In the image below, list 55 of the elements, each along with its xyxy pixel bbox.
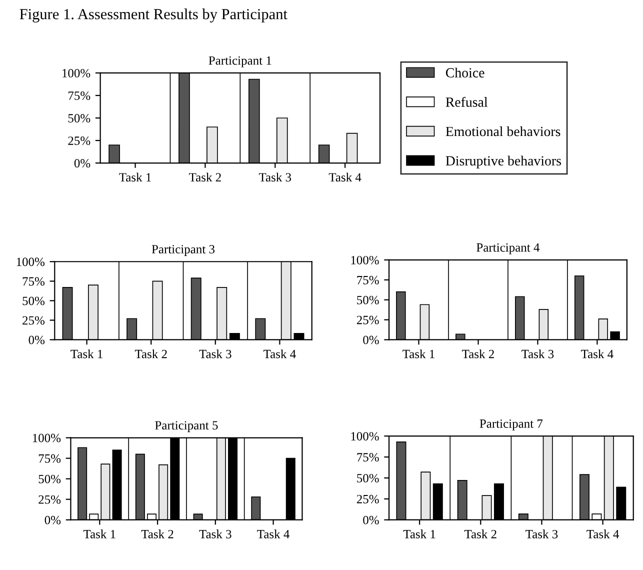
x-tick-label: Task 1: [119, 172, 151, 182]
y-tick-label: 100%: [32, 434, 61, 442]
y-tick-label: 50%: [22, 296, 45, 306]
y-tick-label: 0%: [363, 336, 379, 344]
x-tick-label: Task 3: [258, 172, 292, 182]
y-tick-label: 25%: [356, 316, 379, 324]
y-tick-label: 100%: [351, 432, 379, 441]
x-tick-label: Task 1: [83, 530, 116, 538]
y-tick-label: 25%: [356, 494, 379, 504]
y-tick-label: 75%: [22, 277, 45, 286]
y-tick-label: 50%: [357, 474, 379, 482]
y-tick-label: 75%: [38, 454, 61, 463]
x-tick-label: Task 4: [257, 530, 290, 538]
y-tick-label: 100%: [351, 256, 379, 264]
chart-title: Participant 4: [476, 243, 540, 254]
y-tick-label: 75%: [357, 453, 379, 462]
x-tick-label: Task 3: [199, 349, 232, 358]
chart-title: Participant 3: [152, 245, 215, 256]
y-tick-label: 75%: [357, 276, 379, 284]
y-tick-label: 75%: [68, 92, 90, 100]
x-tick-label: Task 4: [586, 530, 620, 538]
legend-label: Emotional behaviors: [446, 126, 560, 136]
chart-title: Participant 5: [155, 421, 218, 432]
x-tick-label: Task 4: [264, 349, 296, 358]
x-tick-label: Task 4: [328, 172, 362, 182]
x-tick-label: Task 1: [403, 530, 436, 538]
x-tick-label: Task 2: [189, 172, 221, 182]
legend-label: Choice: [446, 68, 484, 78]
y-tick-label: 50%: [38, 474, 61, 484]
y-tick-label: 25%: [22, 316, 45, 325]
y-tick-label: 100%: [62, 68, 90, 78]
x-tick-label: Task 3: [522, 349, 554, 358]
x-tick-label: Task 1: [402, 349, 434, 358]
y-tick-label: 0%: [363, 516, 379, 524]
y-tick-label: 50%: [68, 114, 90, 122]
x-tick-label: Task 4: [581, 349, 614, 358]
x-tick-label: Task 3: [199, 530, 232, 538]
caption: Figure 1. Assessment Results by Participant: [20, 8, 288, 22]
x-tick-label: Task 2: [464, 530, 496, 538]
y-tick-label: 0%: [44, 516, 61, 524]
x-tick-label: Task 1: [70, 349, 102, 358]
x-tick-label: Task 2: [134, 349, 167, 358]
x-tick-label: Task 3: [526, 530, 558, 538]
chart-title: Participant 1: [208, 56, 272, 68]
y-tick-label: 0%: [74, 159, 90, 168]
y-tick-label: 25%: [38, 495, 61, 504]
legend-label: Disruptive behaviors: [446, 156, 561, 168]
chart-title: Participant 7: [480, 419, 543, 430]
y-tick-label: 100%: [16, 258, 45, 266]
y-tick-label: 50%: [357, 296, 379, 304]
x-tick-label: Task 2: [462, 349, 494, 358]
x-tick-label: Task 2: [141, 530, 174, 538]
legend-label: Refusal: [446, 96, 488, 107]
y-tick-label: 25%: [68, 136, 90, 146]
y-tick-label: 0%: [28, 336, 45, 344]
